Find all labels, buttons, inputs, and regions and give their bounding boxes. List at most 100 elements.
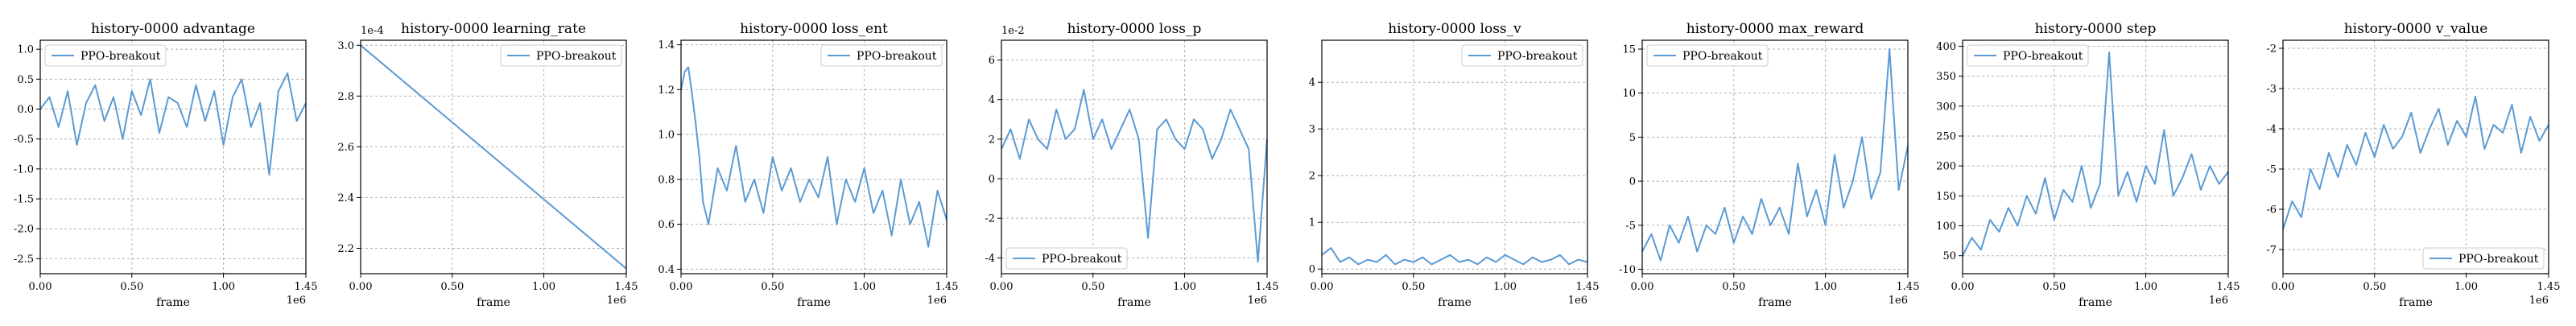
plot-frame [1321,39,1588,274]
y-tick-label: 150 [1936,191,1956,203]
legend-box [44,44,167,67]
x-axis-label: frame [156,296,190,309]
y-tick-label: -2 [985,213,995,225]
legend-box [820,44,943,67]
legend: PPO-breakout [1967,44,2089,67]
chart-panel-4: 0.00 0.50 1.00 1.45 4 3 2 1 0 history-0000 loss_v… [1309,21,1600,309]
y-tick-label: -2.5 [14,254,34,266]
y-tick-label: 100 [1936,221,1956,233]
legend: PPO-breakout [1646,44,1769,67]
x-tick-label: 1.00 [1493,281,1517,293]
chart-title: history-0000 loss_p [1067,21,1202,37]
y-tick-label: -1.0 [14,163,34,175]
x-axis-label: frame [477,296,510,309]
y-tick-label: 350 [1936,71,1956,83]
y-tick-label: 1.0 [658,130,675,142]
x-tick-label: 0.50 [1081,281,1104,293]
y-tick-label: 200 [1936,161,1956,173]
chart-title: history-0000 step [2035,21,2157,37]
x-tick-label: 0.00 [1951,281,1975,293]
plot-frame [2282,39,2549,274]
legend-box [1967,44,2089,67]
x-tick-label: 0.00 [349,281,373,293]
y-tick-label: 2.2 [337,243,354,255]
legend: PPO-breakout [2422,247,2545,270]
y-tick-label: 0.8 [658,174,675,186]
chart-panel-3: 0.00 0.50 1.00 1.45 6 4 2 0 -2 -4 history-0000 los… [985,21,1278,309]
y-tick-label: -3 [2266,84,2277,96]
y-tick-label: 0 [1629,176,1636,188]
x-axis-label: frame [1117,296,1151,309]
legend-box [1646,44,1769,67]
y-tick-label: -7 [2266,245,2277,257]
x-tick-label: 0.00 [1631,281,1654,293]
x-axis-label: frame [1438,296,1472,309]
plot-frame [39,39,307,274]
y-tick-label: 1.2 [658,85,675,97]
x-tick-label: 0.00 [990,281,1013,293]
x-tick-label: 0.50 [440,281,464,293]
x-axis-label: frame [1758,296,1792,309]
legend-box [1005,247,1128,270]
y-scale-label: 1e-4 [361,25,384,37]
plot-frame [680,39,947,274]
legend: PPO-breakout [820,44,943,67]
y-tick-label: -5 [2266,164,2277,176]
legend: PPO-breakout [44,44,167,67]
y-tick-label: 0.4 [658,264,675,276]
y-scale-label: 1e-2 [1001,25,1025,37]
legend-label: PPO-breakout [857,50,937,63]
chart-panel-2: 0.00 0.50 1.00 1.45 1.4 1.2 1.0 0.8 0.6 0.4 histor… [658,21,958,309]
series-line [1641,47,1909,262]
x-tick-label: 0.50 [1722,281,1745,293]
x-tick-label: 1.45 [615,281,638,293]
x-tick-label: 0.00 [1311,281,1334,293]
y-tick-label: -4 [2266,124,2277,136]
legend: PPO-breakout [1005,247,1128,270]
chart-title: history-0000 max_reward [1686,21,1864,37]
y-tick-label: 1.0 [17,44,34,56]
y-tick-label: -6 [2266,204,2277,217]
legend-label: PPO-breakout [80,50,161,63]
y-tick-label: -5 [1625,220,1636,232]
chart-panel-6: 0.00 0.50 1.00 1.45 400 350 300 250 200 150 100 50 h… [1936,21,2240,309]
plot-frame [1962,39,2229,274]
x-tick-label: 1.45 [2537,281,2561,293]
y-tick-label: 0.5 [17,74,34,86]
y-tick-label: 2.6 [337,142,354,154]
y-tick-label: 2.4 [337,192,354,204]
legend-box [2422,247,2545,270]
y-tick-label: 250 [1936,130,1956,142]
x-scale-label: 1e6 [1248,295,1267,307]
x-scale-label: 1e6 [927,295,947,307]
x-scale-label: 1e6 [2209,295,2228,307]
legend-label: PPO-breakout [1042,253,1122,266]
legend-label: PPO-breakout [2003,50,2083,63]
y-tick-label: 3.0 [337,40,354,52]
y-tick-label: 2 [989,134,995,146]
legend-label: PPO-breakout [1682,50,1763,63]
chart-title: history-0000 loss_ent [740,21,888,37]
y-tick-label: 0 [989,174,995,186]
y-tick-label: -10 [1619,264,1636,276]
x-axis-label: frame [2079,296,2112,309]
y-tick-label: 0.6 [658,219,675,231]
x-tick-label: 1.00 [2454,281,2478,293]
plot-frame [360,39,627,274]
x-tick-label: 1.45 [1576,281,1600,293]
x-tick-label: 0.50 [2363,281,2386,293]
x-tick-label: 1.00 [2134,281,2157,293]
series-line [1321,247,1588,266]
legend-label: PPO-breakout [536,50,617,63]
chart-panel-5: 0.00 0.50 1.00 1.45 15 10 5 0 -5 -10 history-0000 … [1619,21,1919,309]
x-tick-label: 1.45 [935,281,959,293]
y-tick-label: -2 [2266,43,2277,56]
series-line [2282,96,2549,230]
legend-label: PPO-breakout [1497,50,1578,63]
x-tick-label: 0.50 [120,281,143,293]
series-line [39,72,307,176]
x-axis-label: frame [797,296,831,309]
y-tick-label: 3 [1309,124,1315,136]
